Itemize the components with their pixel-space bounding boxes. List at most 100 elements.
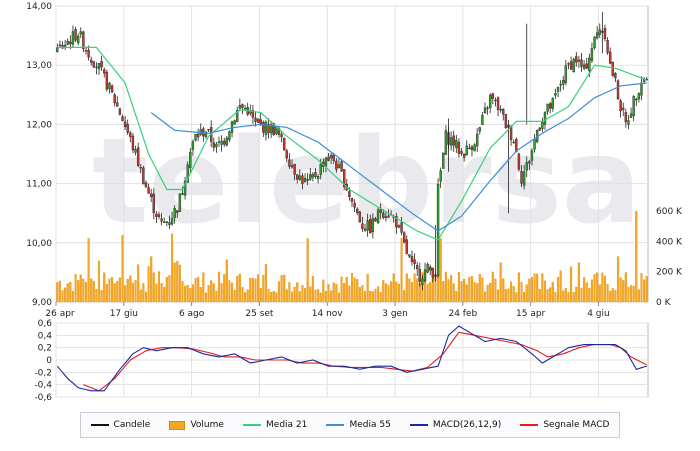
candle-up <box>173 208 176 218</box>
volume-bar <box>596 272 599 303</box>
x-tick-label: 4 giu <box>587 309 610 319</box>
volume-bar <box>577 262 580 303</box>
candle-down <box>462 153 466 158</box>
candle-down <box>327 156 330 161</box>
volume-bar <box>543 280 547 303</box>
volume-bar <box>447 279 450 303</box>
volume-bar <box>301 285 304 303</box>
candle-up <box>595 32 599 39</box>
candle-up <box>186 164 189 183</box>
candle-down <box>129 132 132 137</box>
candle-down <box>262 122 265 133</box>
volume-bar <box>194 278 197 303</box>
volume-bar <box>486 284 489 303</box>
volume-bar <box>215 290 218 303</box>
candle-down <box>280 134 283 138</box>
candle-up <box>264 121 268 135</box>
candle-up <box>233 120 236 125</box>
candle-up <box>79 31 82 35</box>
volume-bar <box>322 279 325 303</box>
candle-down <box>176 210 179 213</box>
candle-down <box>580 59 583 67</box>
candle-up <box>236 110 239 122</box>
volume-bar <box>147 266 150 303</box>
volume-bar <box>403 290 406 303</box>
candle-down <box>144 182 148 188</box>
candle-up <box>455 139 458 148</box>
candle-down <box>160 218 163 222</box>
volume-bar <box>546 289 549 303</box>
candle-down <box>113 94 116 104</box>
volume-bar <box>191 284 194 303</box>
candle-up <box>629 113 633 118</box>
candle-down <box>635 98 638 101</box>
volume-bar <box>645 276 648 303</box>
volume-bar <box>619 277 622 303</box>
candle-up <box>225 137 229 146</box>
candle-down <box>382 212 385 218</box>
candle-down <box>616 80 620 100</box>
legend-label: Media 21 <box>266 420 308 430</box>
candle-up <box>194 133 197 141</box>
candle-down <box>223 140 226 145</box>
volume-bar <box>473 282 476 303</box>
legend-swatch <box>169 420 186 430</box>
candle-down <box>608 51 612 64</box>
candle-down <box>84 50 88 52</box>
volume-bar <box>144 291 148 303</box>
volume-bar <box>105 283 108 303</box>
candle-down <box>358 211 362 223</box>
volume-bar <box>489 282 492 303</box>
candle-up <box>489 94 492 108</box>
candle-down <box>504 114 508 129</box>
legend-item: Media 21 <box>243 420 307 430</box>
volume-bar <box>515 292 518 303</box>
candle-up <box>627 120 630 125</box>
volume-bar <box>549 287 552 303</box>
volume-bar <box>275 292 278 303</box>
volume-bar <box>108 278 111 303</box>
legend-item: MACD(26,12,9) <box>409 420 501 430</box>
volume-bar <box>363 291 367 303</box>
candle-down <box>296 174 299 180</box>
macd-line <box>56 325 647 392</box>
volume-bar <box>150 256 153 303</box>
volume-bar <box>371 291 374 303</box>
volume-bar <box>330 290 333 303</box>
volume-bar <box>251 277 254 303</box>
candle-down <box>152 193 155 213</box>
volume-bar <box>353 277 356 303</box>
candle-down <box>350 197 354 202</box>
volume-bar <box>439 238 442 303</box>
candle-down <box>103 69 106 74</box>
candle-up <box>473 144 476 152</box>
price-y-tick-label: 9,00 <box>32 298 52 308</box>
volume-bar <box>118 277 121 303</box>
candle-up <box>316 176 320 180</box>
candle-down <box>429 266 432 271</box>
candle-up <box>56 47 59 52</box>
volume-bar <box>377 286 380 303</box>
volume-bar <box>609 290 612 303</box>
macd-y-tick-label: -0,4 <box>34 381 52 391</box>
volume-bar <box>575 286 578 303</box>
x-tick-label: 3 gen <box>382 309 408 319</box>
candle-up <box>637 93 641 100</box>
volume-bar <box>465 284 468 303</box>
candle-down <box>408 254 411 257</box>
volume-bar <box>361 285 364 303</box>
candle-down <box>306 179 309 181</box>
volume-bar <box>603 275 607 303</box>
candle-up <box>632 96 635 116</box>
candle-up <box>319 163 322 175</box>
candle-down <box>100 61 103 68</box>
volume-bar <box>160 283 163 303</box>
candle-down <box>92 61 96 68</box>
candle-up <box>366 220 369 231</box>
candle-up <box>189 151 192 168</box>
volume-bar <box>223 274 226 303</box>
volume-bar <box>504 289 507 303</box>
volume-bar <box>230 282 234 303</box>
candle-up <box>243 108 247 110</box>
candle-down <box>400 222 403 233</box>
